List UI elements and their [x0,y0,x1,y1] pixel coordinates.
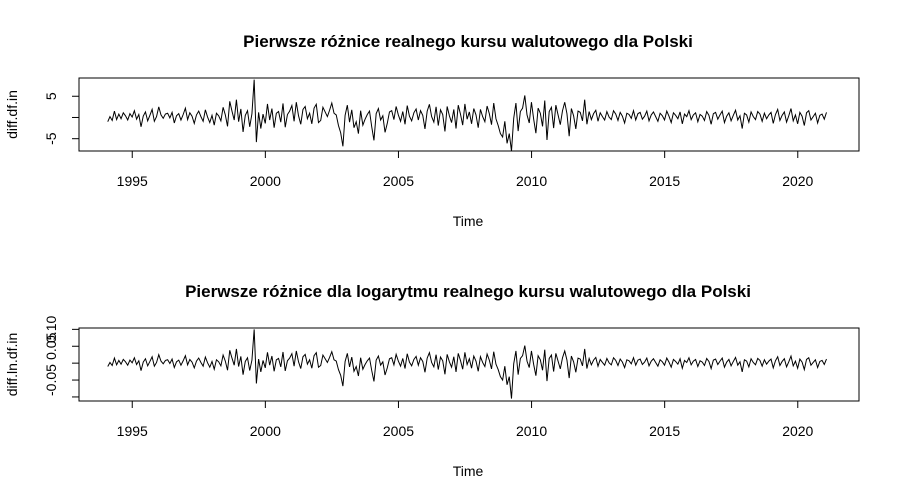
x-tick-label: 2020 [782,423,813,439]
plot-box [78,77,860,152]
y-tick-label: -0.05 [43,364,59,396]
x-tick-label: 2015 [649,173,680,189]
y-tick-label: 0.05 [43,332,59,359]
x-axis: 1995 2000 2005 2010 2015 2020 [117,401,814,439]
y-axis-label: diff.df.in [4,90,20,139]
y-tick-label: -5 [43,132,59,145]
x-tick-label: 2005 [383,173,414,189]
y-tick-label: 5 [43,92,59,100]
x-tick-label: 2000 [250,173,281,189]
chart-panel-levels: Pierwsze różnice realnego kursu walutowe… [4,32,860,229]
x-tick-label: 2010 [516,173,547,189]
x-tick-label: 2015 [649,423,680,439]
series-line [107,329,827,399]
x-tick-label: 2010 [516,423,547,439]
y-axis: -0.05 0.050.10 [43,316,79,398]
x-tick-label: 2000 [250,423,281,439]
chart-title: Pierwsze różnice realnego kursu walutowe… [243,32,693,51]
x-tick-label: 2020 [782,173,813,189]
x-axis-label: Time [453,463,484,479]
x-tick-label: 1995 [117,423,148,439]
y-axis-label: diff.ln.df.in [4,333,20,397]
x-tick-label: 1995 [117,173,148,189]
y-axis: -5 5 [43,92,79,145]
chart-title: Pierwsze różnice dla logarytmu realnego … [185,282,751,301]
x-axis-label: Time [453,213,484,229]
series-line [107,79,827,152]
plot-box [78,327,860,402]
x-axis: 1995 2000 2005 2010 2015 2020 [117,151,814,189]
x-tick-label: 2005 [383,423,414,439]
y-tick-label: 0.10 [43,316,59,343]
chart-panel-log: Pierwsze różnice dla logarytmu realnego … [4,282,860,479]
